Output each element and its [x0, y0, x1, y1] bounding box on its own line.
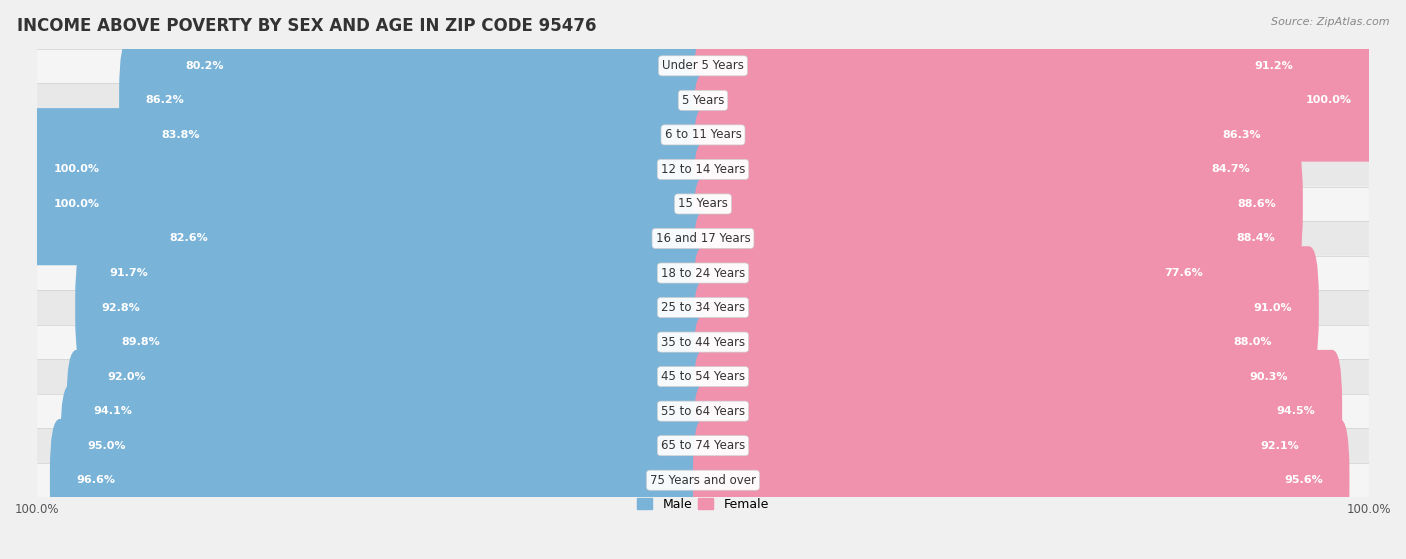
Text: INCOME ABOVE POVERTY BY SEX AND AGE IN ZIP CODE 95476: INCOME ABOVE POVERTY BY SEX AND AGE IN Z…	[17, 17, 596, 35]
FancyBboxPatch shape	[143, 177, 713, 300]
FancyBboxPatch shape	[37, 325, 1369, 359]
FancyBboxPatch shape	[27, 143, 713, 266]
Text: 100.0%: 100.0%	[1306, 96, 1353, 105]
Text: 92.1%: 92.1%	[1261, 440, 1299, 451]
Text: 91.7%: 91.7%	[110, 268, 148, 278]
Text: 86.3%: 86.3%	[1222, 130, 1261, 140]
FancyBboxPatch shape	[96, 281, 713, 404]
FancyBboxPatch shape	[37, 152, 1369, 187]
FancyBboxPatch shape	[693, 39, 1379, 162]
Text: 94.1%: 94.1%	[93, 406, 132, 416]
Text: Source: ZipAtlas.com: Source: ZipAtlas.com	[1271, 17, 1389, 27]
Text: 82.6%: 82.6%	[170, 234, 208, 244]
FancyBboxPatch shape	[693, 4, 1320, 127]
FancyBboxPatch shape	[120, 39, 713, 162]
Text: 90.3%: 90.3%	[1249, 372, 1288, 382]
Text: 88.6%: 88.6%	[1237, 199, 1277, 209]
Text: 18 to 24 Years: 18 to 24 Years	[661, 267, 745, 280]
Text: 12 to 14 Years: 12 to 14 Years	[661, 163, 745, 176]
FancyBboxPatch shape	[37, 463, 1369, 498]
Text: 25 to 34 Years: 25 to 34 Years	[661, 301, 745, 314]
Text: 84.7%: 84.7%	[1212, 164, 1250, 174]
FancyBboxPatch shape	[693, 315, 1315, 438]
Text: 80.2%: 80.2%	[186, 61, 224, 71]
Text: 75 Years and over: 75 Years and over	[650, 473, 756, 487]
Text: 95.6%: 95.6%	[1284, 475, 1323, 485]
FancyBboxPatch shape	[693, 419, 1350, 542]
FancyBboxPatch shape	[693, 108, 1277, 231]
Text: 16 and 17 Years: 16 and 17 Years	[655, 232, 751, 245]
Text: 100.0%: 100.0%	[53, 199, 100, 209]
FancyBboxPatch shape	[37, 359, 1369, 394]
FancyBboxPatch shape	[66, 350, 713, 472]
Text: 88.0%: 88.0%	[1233, 337, 1272, 347]
FancyBboxPatch shape	[80, 315, 713, 438]
FancyBboxPatch shape	[693, 385, 1326, 507]
FancyBboxPatch shape	[159, 4, 713, 127]
Text: 89.8%: 89.8%	[122, 337, 160, 347]
Text: 5 Years: 5 Years	[682, 94, 724, 107]
Text: 91.0%: 91.0%	[1254, 302, 1292, 312]
Text: 6 to 11 Years: 6 to 11 Years	[665, 129, 741, 141]
FancyBboxPatch shape	[83, 212, 713, 334]
Text: 91.2%: 91.2%	[1254, 61, 1294, 71]
Text: 94.5%: 94.5%	[1277, 406, 1316, 416]
Text: 100.0%: 100.0%	[53, 164, 100, 174]
FancyBboxPatch shape	[135, 74, 713, 196]
FancyBboxPatch shape	[693, 74, 1288, 196]
FancyBboxPatch shape	[693, 177, 1302, 300]
Text: 45 to 54 Years: 45 to 54 Years	[661, 370, 745, 383]
FancyBboxPatch shape	[37, 221, 1369, 256]
Text: 95.0%: 95.0%	[87, 440, 125, 451]
FancyBboxPatch shape	[693, 212, 1230, 334]
FancyBboxPatch shape	[37, 256, 1369, 290]
Text: 77.6%: 77.6%	[1164, 268, 1204, 278]
FancyBboxPatch shape	[60, 385, 713, 507]
FancyBboxPatch shape	[37, 394, 1369, 428]
FancyBboxPatch shape	[693, 247, 1319, 369]
Text: 83.8%: 83.8%	[162, 130, 200, 140]
Text: 15 Years: 15 Years	[678, 197, 728, 210]
Legend: Male, Female: Male, Female	[633, 493, 773, 516]
Text: 65 to 74 Years: 65 to 74 Years	[661, 439, 745, 452]
FancyBboxPatch shape	[693, 143, 1303, 266]
FancyBboxPatch shape	[37, 117, 1369, 152]
FancyBboxPatch shape	[37, 83, 1369, 117]
FancyBboxPatch shape	[49, 419, 713, 542]
FancyBboxPatch shape	[37, 290, 1369, 325]
Text: 86.2%: 86.2%	[146, 96, 184, 105]
FancyBboxPatch shape	[75, 247, 713, 369]
Text: 92.8%: 92.8%	[101, 302, 141, 312]
FancyBboxPatch shape	[37, 187, 1369, 221]
Text: 88.4%: 88.4%	[1236, 234, 1275, 244]
FancyBboxPatch shape	[27, 108, 713, 231]
FancyBboxPatch shape	[37, 428, 1369, 463]
Text: 35 to 44 Years: 35 to 44 Years	[661, 335, 745, 349]
Text: Under 5 Years: Under 5 Years	[662, 59, 744, 72]
Text: 55 to 64 Years: 55 to 64 Years	[661, 405, 745, 418]
FancyBboxPatch shape	[693, 350, 1343, 472]
Text: 96.6%: 96.6%	[76, 475, 115, 485]
FancyBboxPatch shape	[37, 49, 1369, 83]
FancyBboxPatch shape	[693, 281, 1299, 404]
Text: 92.0%: 92.0%	[107, 372, 146, 382]
